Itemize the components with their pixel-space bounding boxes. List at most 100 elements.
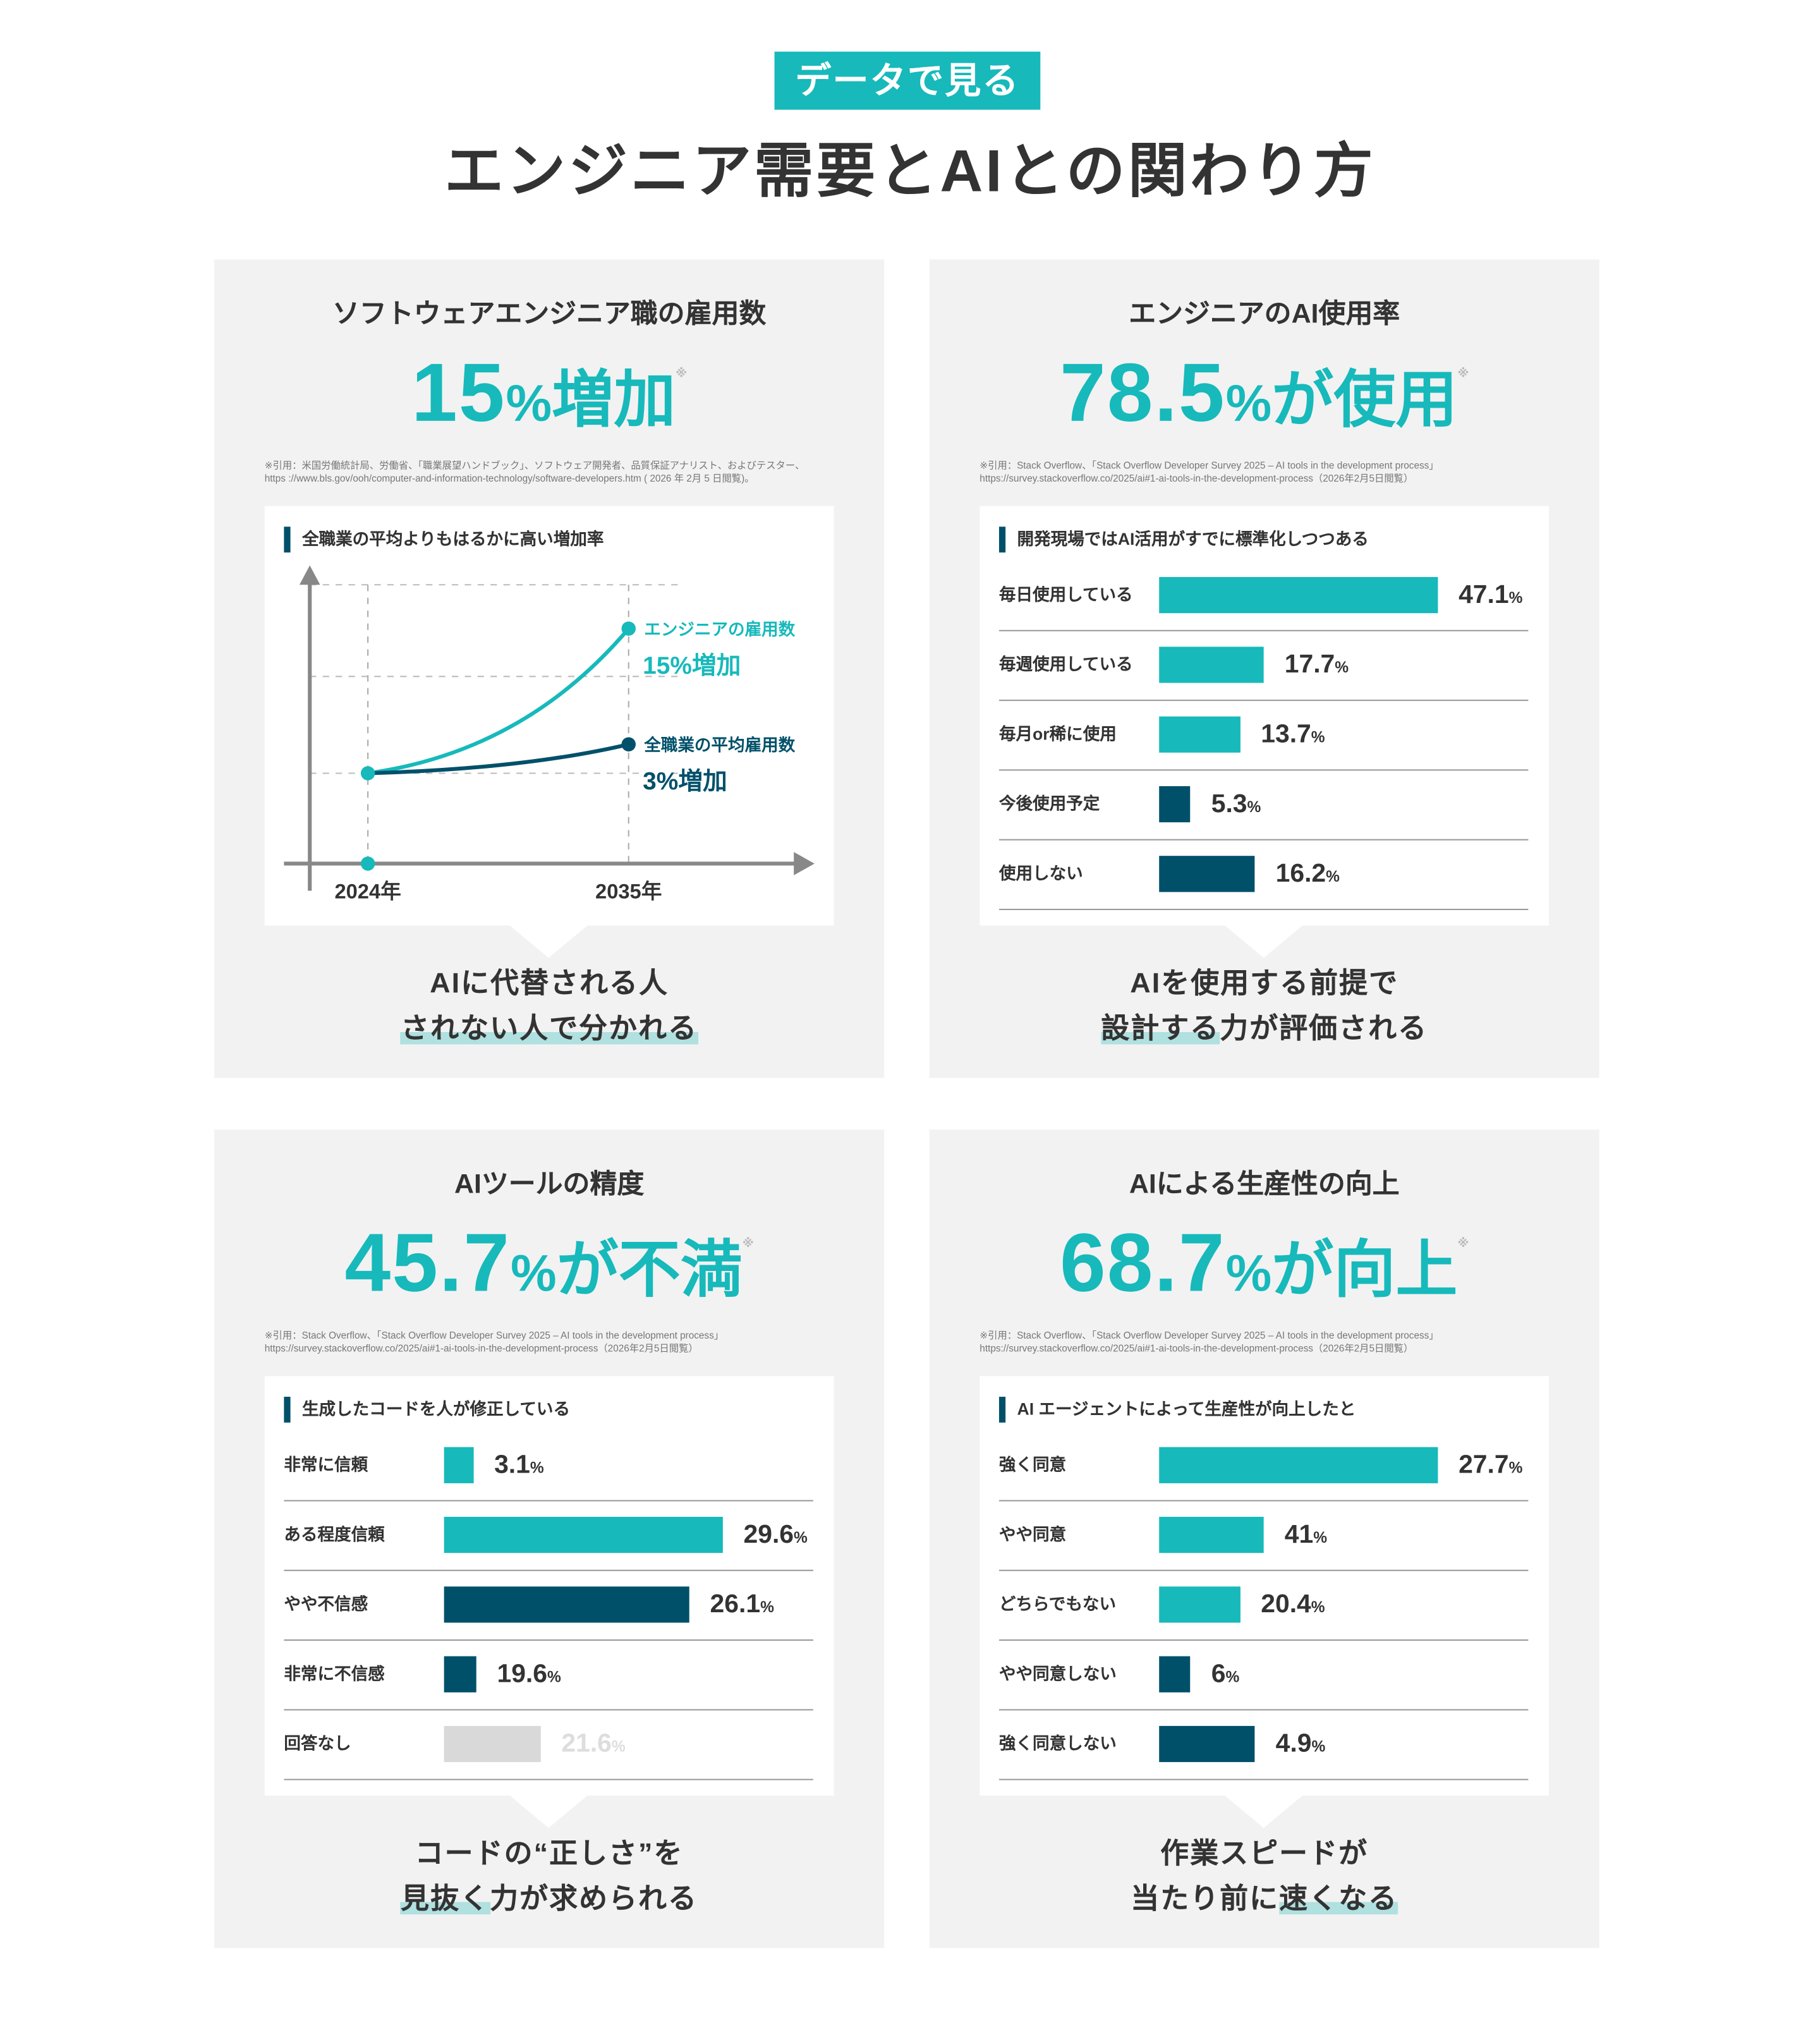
bar-row: 毎月or稀に使用 13.7% xyxy=(998,700,1529,772)
bar-label: 強く同意 xyxy=(998,1454,1067,1474)
stat-number: 68.7 xyxy=(1060,1216,1226,1310)
stat-card: AIによる生産性の向上 68.7%が向上※ ※引用：Stack Overflow、「… xyxy=(929,1129,1599,1948)
caption-highlight: 見抜く xyxy=(401,1882,490,1915)
bar-value: 27.7% xyxy=(1459,1430,1522,1502)
caption-line-1: コードの“正しさ”を xyxy=(415,1837,684,1869)
stat-number: 15 xyxy=(411,346,506,439)
bar-label: 毎週使用している xyxy=(998,654,1133,674)
bar-label: 非常に信頼 xyxy=(284,1454,368,1474)
bar xyxy=(444,1447,474,1483)
y-axis-arrow xyxy=(299,565,320,585)
citation-line: ※引用：Stack Overflow、「Stack Overflow Devel… xyxy=(980,1329,1439,1342)
bar-row: 強く同意しない 4.9% xyxy=(998,1709,1529,1780)
bar-value-number: 26.1 xyxy=(710,1590,761,1619)
bar-value-unit: % xyxy=(1508,588,1523,607)
bar-value: 17.7% xyxy=(1285,630,1349,702)
bar-value: 16.2% xyxy=(1276,839,1340,911)
section-badge: データで見る xyxy=(774,51,1041,110)
caption-line-2: されない人で分かれる xyxy=(214,1006,884,1047)
caption-text: 当たり前に xyxy=(1131,1882,1280,1915)
bar-value-number: 17.7 xyxy=(1284,650,1335,679)
series-end-point xyxy=(621,737,636,751)
bar-value-number: 13.7 xyxy=(1261,720,1311,749)
bar xyxy=(1159,856,1255,892)
panel-title: AI エージェントによって生産性が向上したと xyxy=(998,1397,1356,1423)
bar xyxy=(1159,647,1265,683)
stat-suffix: が不満 xyxy=(556,1236,743,1306)
caption-line-2: 当たり前に速くなる xyxy=(930,1876,1599,1917)
bar-value: 19.6% xyxy=(497,1639,561,1711)
headline-stat: 45.7%が不満※ xyxy=(214,1215,884,1310)
chart-panel: 全職業の平均よりもはるかに高い増加率 エンジニアの雇用数 15%増加 全職業の平均雇用… xyxy=(264,506,834,926)
stat-unit: % xyxy=(511,1246,557,1303)
bar-value-number: 19.6 xyxy=(497,1660,548,1689)
chart-panel: 開発現場ではAI活用がすでに標準化しつつある 毎日使用している 47.1% 毎週使用し… xyxy=(980,506,1550,926)
stat-suffix: が向上 xyxy=(1271,1236,1458,1306)
bar-value-number: 6 xyxy=(1211,1660,1226,1689)
stat-card: AIツールの精度 45.7%が不満※ ※引用：Stack Overflow、「Sta… xyxy=(214,1129,885,1948)
bar-value: 5.3% xyxy=(1211,769,1261,841)
stat-unit: % xyxy=(506,375,552,433)
panel-pointer xyxy=(1225,925,1302,958)
bar-value-number: 4.9 xyxy=(1275,1730,1312,1758)
card-heading: ソフトウェアエンジニア職の雇用数 xyxy=(332,299,767,329)
caption-line-1: AIに代替される人 xyxy=(430,966,669,999)
caption-line-1: 作業スピードが xyxy=(1160,1837,1369,1869)
series-increase-label: 3%増加 xyxy=(643,768,727,795)
citation-line: https://survey.stackoverflow.co/2025/ai#… xyxy=(264,1342,698,1354)
stat-unit: % xyxy=(1225,375,1272,433)
bar xyxy=(444,1586,689,1623)
bar-value-unit: % xyxy=(1225,1667,1240,1686)
panel-pointer xyxy=(509,925,588,958)
bar-label: 強く同意しない xyxy=(998,1734,1117,1753)
bar-value-unit: % xyxy=(1247,798,1261,816)
bar-value-unit: % xyxy=(1335,658,1349,677)
bar-label: 回答なし xyxy=(284,1734,351,1753)
bar-value-number: 47.1 xyxy=(1459,581,1509,610)
citation: ※引用：Stack Overflow、「Stack Overflow Devel… xyxy=(265,1330,859,1356)
bar-value-number: 16.2 xyxy=(1275,860,1326,889)
bar xyxy=(1159,786,1191,823)
bar-label: 毎日使用している xyxy=(998,585,1133,604)
note-mark: ※ xyxy=(1457,367,1469,380)
panel-title: 開発現場ではAI活用がすでに標準化しつつある xyxy=(998,526,1369,553)
x-tick-label: 2035年 xyxy=(595,880,662,903)
bar-row: 非常に不信感 19.6% xyxy=(284,1639,813,1711)
citation: ※引用：Stack Overflow、「Stack Overflow Devel… xyxy=(980,1330,1574,1356)
caption-text: 力が評価される xyxy=(1220,1012,1428,1045)
citation: ※引用：米国労働統計局、労働省、「職業展望ハンドブック」、ソフトウェア開発者、品… xyxy=(265,459,859,485)
bar-value: 6% xyxy=(1211,1639,1240,1711)
headline-stat: 68.7%が向上※ xyxy=(930,1215,1599,1310)
stat-unit: % xyxy=(1225,1246,1272,1303)
bar-label: ある程度信頼 xyxy=(284,1524,385,1544)
stat-card: エンジニアのAI使用率 78.5%が使用※ ※引用：Stack Overflow、「… xyxy=(929,259,1599,1078)
x-axis-marker xyxy=(360,856,375,871)
bar-value-number: 3.1 xyxy=(494,1450,530,1480)
bar-row: 毎週使用している 17.7% xyxy=(998,630,1529,702)
series-name: 全職業の平均雇用数 xyxy=(643,736,795,755)
page-title: エンジニア需要とAIとの関わり方 xyxy=(444,137,1376,204)
bar xyxy=(1159,1447,1438,1483)
caption-highlight: 速くなる xyxy=(1279,1882,1398,1915)
bar-value-number: 20.4 xyxy=(1261,1590,1311,1619)
card-heading: AIツールの精度 xyxy=(454,1169,645,1200)
panel-title: 生成したコードを人が修正している xyxy=(284,1397,570,1423)
series-end-point xyxy=(621,621,636,636)
bar-value: 47.1% xyxy=(1459,560,1522,632)
citation-line: https://survey.stackoverflow.co/2025/ai#… xyxy=(980,1342,1414,1354)
citation: ※引用：Stack Overflow、「Stack Overflow Devel… xyxy=(980,459,1574,485)
bar-value-number: 5.3 xyxy=(1211,790,1247,818)
caption-highlight: 設計する xyxy=(1101,1012,1220,1045)
bar-value-unit: % xyxy=(530,1459,544,1477)
bar-value-unit: % xyxy=(1508,1459,1523,1477)
bar-value: 13.7% xyxy=(1261,700,1325,772)
caption-line-2: 設計する力が評価される xyxy=(930,1006,1599,1047)
bar xyxy=(444,1516,723,1553)
bar xyxy=(444,1725,541,1763)
bar-value: 3.1% xyxy=(494,1430,544,1502)
bar-row: 強く同意 27.7% xyxy=(998,1430,1529,1502)
bar-value-unit: % xyxy=(1326,867,1340,886)
bar xyxy=(444,1656,476,1693)
caption-line-2: 見抜く力が求められる xyxy=(214,1876,884,1917)
bar-label: やや不信感 xyxy=(284,1594,368,1614)
